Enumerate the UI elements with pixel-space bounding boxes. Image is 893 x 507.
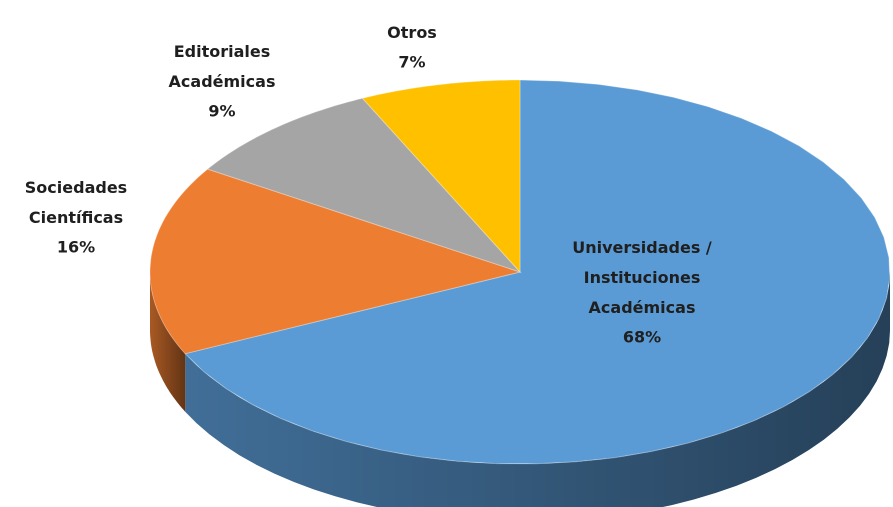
label-line: Instituciones <box>584 268 701 287</box>
label-line: Otros <box>387 23 437 42</box>
slice-label: Otros <box>387 23 437 42</box>
slice-label: Universidades / Instituciones Académicas <box>572 238 712 317</box>
slice <box>206 97 522 274</box>
value-label: 68% <box>623 328 661 347</box>
value-label: 16% <box>57 238 95 257</box>
label-line: Académicas <box>589 298 696 317</box>
slice-side-shade <box>150 272 186 412</box>
value-label: 7% <box>398 53 425 72</box>
label-line: Académicas <box>169 72 276 91</box>
label-line: Universidades / <box>572 238 712 257</box>
slice <box>184 79 891 465</box>
value-label: 9% <box>208 102 235 121</box>
label-line: Científicas <box>29 208 123 227</box>
slice-side-shade <box>185 272 890 507</box>
slice <box>149 168 522 355</box>
slice-label: Editoriales Académicas <box>169 42 276 91</box>
label-line: Editoriales <box>174 42 271 61</box>
label-line: Sociedades <box>25 178 127 197</box>
slice-label: Sociedades Científicas <box>25 178 127 227</box>
slice <box>361 79 521 274</box>
